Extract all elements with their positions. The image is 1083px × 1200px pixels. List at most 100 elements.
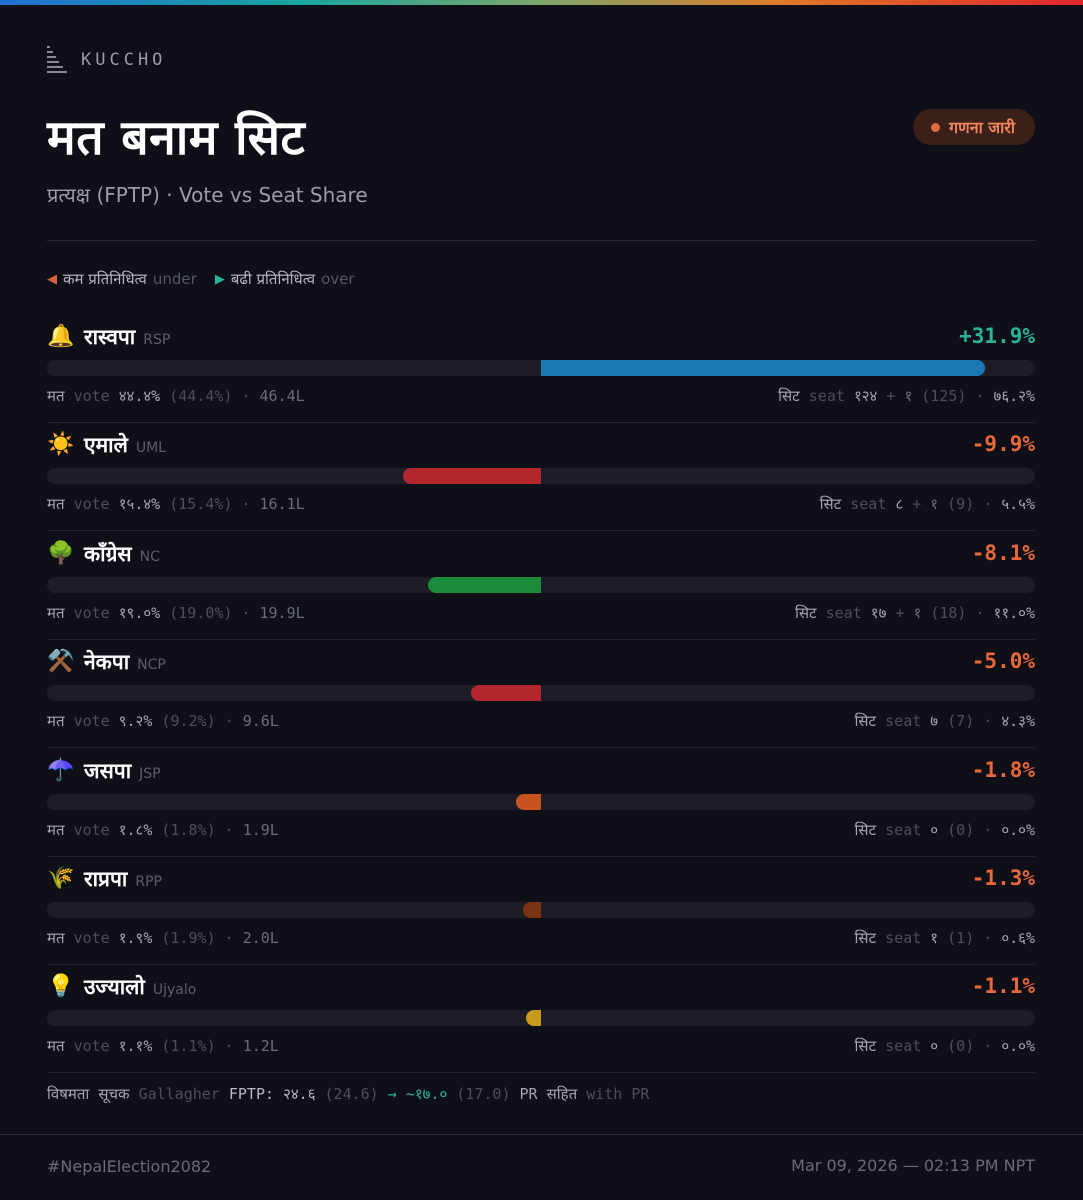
vote-label-en: vote — [73, 712, 110, 731]
top-gradient-bar — [0, 0, 1083, 5]
row-divider — [47, 638, 1035, 640]
vote-label: मत — [47, 495, 65, 514]
vote-count: 1.2L — [242, 1037, 279, 1056]
seat-label-en: seat — [885, 929, 922, 947]
separator: · — [224, 929, 234, 947]
vote-stats: मत vote १९.०% (19.0%) · 19.9L — [47, 603, 305, 623]
vote-stats: मत vote ९.२% (9.2%) · 9.6L — [47, 711, 279, 731]
status-badge-label: गणना जारी — [949, 118, 1015, 137]
representation-diff: -1.8% — [971, 757, 1035, 782]
seat-pct: ५.५% — [1001, 495, 1035, 514]
party-name-group: जसपा JSP — [84, 757, 161, 785]
seat-label-en: seat — [808, 387, 845, 405]
gallagher-pr-label: PR सहित — [519, 1085, 578, 1103]
diff-bar-track — [47, 1010, 1035, 1027]
vote-stats: मत vote १.८% (1.8%) · 1.9L — [47, 820, 279, 840]
vote-stats: मत vote ४४.४% (44.4%) · 46.4L — [47, 386, 305, 406]
party-name: उज्यालो — [84, 975, 145, 1000]
seats-fptp: ० — [930, 820, 939, 839]
party-row-stats: मत vote १.१% (1.1%) · 1.2L सिट seat ० (0… — [47, 1036, 1035, 1058]
seat-label-en: seat — [885, 1037, 922, 1056]
vote-pct: ४४.४% — [118, 387, 161, 405]
seat-stats: सिट seat ७ (7) · ४.३% — [855, 711, 1035, 731]
header-divider — [47, 240, 1035, 241]
vote-label-en: vote — [73, 820, 110, 839]
seat-label-en: seat — [825, 603, 862, 622]
diff-bar — [515, 793, 541, 810]
party-row-stats: मत vote १.८% (1.8%) · 1.9L सिट seat ० (0… — [47, 820, 1035, 842]
legend-over-label: बढी प्रतिनिधित्व — [230, 270, 316, 288]
vote-label: मत — [47, 1037, 65, 1056]
seats-total: (0) — [947, 1037, 975, 1056]
seat-stats: सिट seat ० (0) · ०.०% — [855, 1036, 1035, 1056]
seats-total: (0) — [947, 820, 975, 839]
party-row-stats: मत vote ९.२% (9.2%) · 9.6L सिट seat ७ (7… — [47, 711, 1035, 733]
seat-stats: सिट seat ० (0) · ०.०% — [855, 820, 1035, 840]
bell-icon: 🔔 — [47, 324, 75, 349]
separator: · — [983, 495, 993, 514]
status-badge: गणना जारी — [913, 109, 1035, 145]
party-name: काँग्रेस — [84, 541, 132, 566]
diff-bar-track — [47, 793, 1035, 810]
vote-pct: १.९% — [118, 929, 153, 947]
seat-label: सिट — [854, 1037, 877, 1056]
separator: · — [224, 1037, 234, 1056]
party-row-header: 💡 उज्यालो Ujyalo -1.1% — [47, 972, 1035, 1002]
vote-stats: मत vote १.१% (1.1%) · 1.2L — [47, 1036, 279, 1056]
party-row-stats: मत vote १५.४% (15.4%) · 16.1L सिट seat ८… — [47, 494, 1035, 516]
diff-bar-track — [47, 360, 1035, 376]
party-row: 💡 उज्यालो Ujyalo -1.1% मत vote १.१% (1.1%… — [47, 972, 1035, 1080]
separator: · — [983, 820, 993, 839]
vote-count: 9.6L — [242, 712, 279, 731]
separator: · — [983, 712, 993, 731]
diff-bar-track — [47, 902, 1035, 918]
legend-over-sub: over — [321, 270, 355, 288]
party-name-group: एमाले UML — [84, 431, 166, 459]
row-divider — [47, 422, 1035, 423]
party-row: ☀️ एमाले UML -9.9% मत vote १५.४% (15.4%) … — [47, 430, 1035, 538]
vote-pct-en: (44.4%) — [169, 387, 233, 405]
party-row-header: ☂️ जसपा JSP -1.8% — [47, 756, 1035, 786]
party-row: ☂️ जसपा JSP -1.8% मत vote १.८% (1.8%) · 1… — [47, 756, 1035, 864]
vote-pct: १.८% — [118, 820, 153, 839]
vote-count: 1.9L — [242, 820, 279, 839]
triangle-right-icon: ▶ — [214, 271, 225, 287]
vote-pct: ९.२% — [118, 712, 153, 731]
gallagher-index: विषमता सूचक Gallagher FPTP: २४.६ (24.6) … — [47, 1084, 649, 1104]
separator: · — [241, 387, 251, 405]
representation-diff: -8.1% — [971, 540, 1035, 565]
seat-pct: ०.०% — [1001, 1037, 1035, 1056]
vote-count: 2.0L — [242, 929, 279, 947]
seats-pr: १ — [904, 387, 913, 405]
party-abbr: JSP — [139, 765, 161, 782]
triangle-left-icon: ◀ — [47, 271, 57, 287]
representation-diff: -1.3% — [971, 866, 1035, 890]
separator: · — [975, 603, 985, 622]
legend: ◀ कम प्रतिनिधित्व under ▶ बढी प्रतिनिधित… — [47, 269, 373, 289]
seats-fptp: ० — [930, 1037, 939, 1056]
wheat-icon: 🌾 — [47, 866, 75, 891]
representation-diff: -9.9% — [971, 432, 1035, 457]
vote-label-en: vote — [73, 387, 110, 405]
vote-stats: मत vote १५.४% (15.4%) · 16.1L — [47, 494, 305, 514]
party-name-group: राप्रपा RPP — [84, 865, 162, 893]
party-row-header: 🌳 काँग्रेस NC -8.1% — [47, 539, 1035, 569]
gallagher-fptp-value: २४.६ — [283, 1085, 316, 1103]
gallagher-fptp-value-en: (24.6) — [324, 1085, 379, 1103]
diff-bar-track — [47, 468, 1035, 485]
vote-label: मत — [47, 387, 65, 405]
seat-stats: सिट seat १ (1) · ०.६% — [855, 928, 1035, 948]
gallagher-pr-value: ~१७.० — [405, 1085, 448, 1103]
brand-label: KUCCHO — [81, 50, 167, 70]
party-abbr: NC — [139, 548, 160, 565]
diff-bar — [522, 902, 541, 918]
seat-label-en: seat — [885, 820, 922, 839]
vote-pct-en: (9.2%) — [161, 712, 216, 731]
seats-total: (1) — [947, 929, 975, 947]
diff-bar — [428, 576, 541, 593]
vote-stats: मत vote १.९% (1.9%) · 2.0L — [47, 928, 279, 948]
timestamp: Mar 09, 2026 — 02:13 PM NPT — [791, 1156, 1035, 1175]
party-name: राप्रपा — [84, 867, 128, 891]
party-row-stats: मत vote १.९% (1.9%) · 2.0L सिट seat १ (1… — [47, 928, 1035, 950]
seat-stats: सिट seat १२४ + १ (125) · ७६.२% — [778, 386, 1035, 406]
